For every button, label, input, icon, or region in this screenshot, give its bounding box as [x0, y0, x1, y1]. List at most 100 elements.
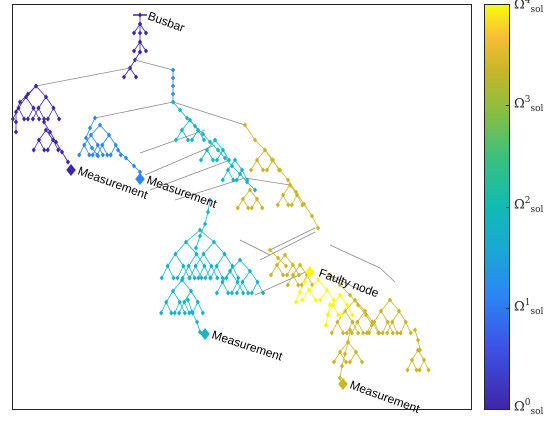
edge-line	[339, 341, 349, 353]
edge-line	[279, 169, 289, 181]
edge-line	[175, 129, 183, 141]
edge-line	[341, 353, 346, 367]
edge-line	[368, 321, 375, 334]
edge-line	[188, 265, 195, 279]
bus-node-0	[137, 12, 143, 18]
edge-line	[337, 321, 344, 334]
bus-node-142	[260, 205, 265, 211]
bus-node-214	[275, 255, 281, 261]
edge-line	[346, 321, 353, 334]
edge-line	[197, 129, 205, 141]
edge-line	[241, 169, 248, 181]
colorbar	[484, 4, 510, 410]
edge-line	[254, 139, 266, 151]
edge-line	[216, 149, 224, 161]
bus-node-247	[361, 330, 366, 336]
bus-node-45	[31, 147, 36, 153]
edge-line	[351, 321, 358, 334]
bus-node-218	[268, 272, 274, 278]
bus-node-52	[170, 83, 176, 89]
bus-node-97	[201, 137, 207, 143]
bus-node-306	[350, 312, 355, 318]
edge-line	[270, 264, 278, 276]
edge-line	[269, 249, 279, 259]
edge-line	[284, 254, 294, 266]
bus-node-37	[57, 116, 62, 122]
edge-line	[347, 341, 357, 353]
bus-node-239	[329, 330, 334, 336]
edge-line	[423, 359, 429, 371]
bus-node-152	[159, 275, 164, 281]
edge-line	[407, 359, 413, 371]
bus-node-125	[260, 167, 266, 173]
edge-line	[266, 159, 274, 171]
bus-node-85	[215, 147, 221, 153]
bus-node-219	[280, 272, 286, 278]
edge-line	[251, 281, 258, 294]
edge-line	[179, 109, 188, 119]
bus-node-30	[37, 116, 42, 122]
bus-node-139	[246, 205, 251, 211]
edge-line	[133, 23, 141, 34]
bus-node-18	[25, 91, 31, 97]
measurement-label-3: Measurement	[210, 328, 285, 364]
edge-line	[192, 301, 199, 314]
bus-node-178	[236, 275, 241, 281]
edge-line	[276, 254, 286, 266]
bus-node-145	[202, 221, 208, 227]
edge-line	[292, 264, 300, 276]
bus-node-170	[203, 275, 208, 281]
edge-line	[236, 169, 243, 181]
edge-line	[249, 270, 258, 283]
edge-line	[380, 310, 389, 323]
edge-line	[389, 299, 400, 312]
edge-line	[331, 321, 338, 334]
edge-line	[199, 223, 206, 237]
bus-node-204	[177, 310, 182, 316]
edge-line	[301, 289, 310, 301]
edge-line	[231, 165, 241, 175]
edge-line	[38, 96, 47, 109]
bus-node-269	[339, 363, 345, 369]
bus-node-27	[22, 116, 27, 122]
edge-line	[292, 264, 301, 276]
edge-line	[224, 253, 233, 267]
bus-node-296	[313, 297, 318, 303]
bus-node-86	[222, 155, 228, 161]
edge-line	[94, 101, 174, 119]
edge-line	[341, 304, 348, 316]
edge-line	[276, 264, 284, 276]
edge-line	[213, 241, 225, 255]
edge-line	[183, 301, 190, 314]
edge-line	[38, 107, 45, 120]
bus-node-120	[309, 213, 315, 219]
edge-line	[387, 321, 394, 334]
bus-node-144	[205, 209, 211, 215]
bus-node-221	[284, 272, 290, 278]
edge-line	[224, 157, 233, 167]
bus-node-83	[200, 131, 206, 137]
edge-line	[175, 253, 184, 267]
bus-node-295	[300, 297, 305, 303]
bus-node-287	[415, 337, 421, 343]
bus-node-261	[385, 330, 390, 336]
bus-node-84	[207, 139, 213, 145]
bus-node-141	[249, 205, 254, 211]
edge-line	[232, 265, 239, 279]
edge-line	[332, 304, 339, 316]
bus-node-22	[13, 129, 19, 135]
edge-line	[222, 281, 229, 294]
edge-line	[187, 299, 193, 313]
bus-node-71	[105, 152, 110, 158]
edge-line	[236, 281, 243, 294]
colorbar-label-1: Ω1sol	[514, 298, 544, 317]
bus-node-277	[347, 359, 353, 365]
edge-line	[229, 259, 241, 272]
busbar-label: Busbar	[146, 9, 187, 35]
bus-node-10	[143, 48, 149, 54]
bus-node-46	[42, 147, 47, 153]
colorbar-tick-4	[506, 4, 510, 5]
edge-line	[296, 194, 303, 206]
edge-line	[222, 169, 229, 181]
bus-node-56	[87, 125, 93, 131]
